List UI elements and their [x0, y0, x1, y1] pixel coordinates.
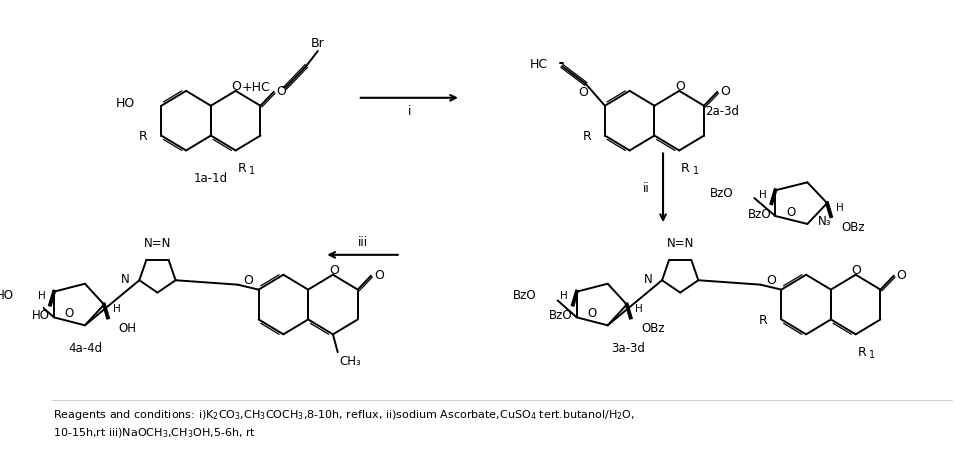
Text: O: O	[766, 273, 776, 287]
Text: HO: HO	[116, 97, 135, 110]
Text: OBz: OBz	[842, 220, 865, 233]
Text: N=N: N=N	[143, 237, 171, 250]
Text: BzO: BzO	[748, 207, 771, 220]
Text: H: H	[113, 303, 120, 313]
Text: N: N	[644, 272, 653, 285]
Text: 10-15h,rt iii)NaOCH$_3$,CH$_3$OH,5-6h, rt: 10-15h,rt iii)NaOCH$_3$,CH$_3$OH,5-6h, r…	[53, 425, 255, 439]
Text: N=N: N=N	[666, 237, 694, 250]
Text: 1a-1d: 1a-1d	[194, 172, 228, 184]
Text: BzO: BzO	[710, 186, 734, 199]
Text: 1: 1	[869, 349, 875, 359]
Text: O: O	[587, 306, 597, 319]
Text: OH: OH	[118, 321, 137, 334]
Text: BzO: BzO	[513, 288, 536, 301]
Text: R: R	[681, 162, 690, 174]
Text: O: O	[787, 205, 796, 218]
Text: O: O	[720, 85, 730, 98]
Text: O: O	[675, 80, 685, 93]
Text: R: R	[140, 130, 148, 143]
Text: O: O	[578, 86, 587, 99]
Text: N₃: N₃	[818, 215, 831, 228]
Text: R: R	[858, 345, 867, 358]
Text: 2a-3d: 2a-3d	[705, 105, 740, 118]
Text: O: O	[65, 306, 74, 319]
Text: R: R	[759, 313, 768, 326]
Text: +HC: +HC	[242, 81, 270, 94]
Text: O: O	[897, 268, 906, 282]
Text: O: O	[244, 273, 253, 287]
Text: R: R	[238, 162, 247, 174]
Text: N: N	[121, 272, 130, 285]
Text: O: O	[374, 268, 383, 282]
Text: Br: Br	[311, 36, 325, 50]
Text: O: O	[232, 80, 242, 93]
Text: HC: HC	[530, 57, 548, 71]
Text: H: H	[560, 290, 568, 300]
Text: HO: HO	[0, 288, 13, 301]
Text: H: H	[636, 303, 643, 313]
Text: H: H	[836, 202, 844, 212]
Text: Reagents and conditions: i)K$_2$CO$_3$,CH$_3$COCH$_3$,8-10h, reflux, ii)sodium A: Reagents and conditions: i)K$_2$CO$_3$,C…	[53, 407, 635, 421]
Text: OBz: OBz	[641, 321, 664, 334]
Text: 1: 1	[692, 166, 699, 176]
Text: H: H	[759, 190, 767, 200]
Text: iii: iii	[357, 236, 368, 249]
Text: 3a-3d: 3a-3d	[611, 341, 644, 354]
Text: O: O	[851, 263, 862, 277]
Text: H: H	[38, 290, 45, 300]
Text: R: R	[583, 130, 591, 143]
Text: BzO: BzO	[549, 308, 573, 321]
Text: O: O	[276, 85, 286, 98]
Text: O: O	[329, 263, 339, 277]
Text: 1: 1	[249, 166, 255, 176]
Text: CH₃: CH₃	[339, 354, 361, 367]
Text: ii: ii	[642, 182, 649, 195]
Text: i: i	[407, 105, 411, 118]
Text: HO: HO	[32, 308, 50, 321]
Text: 4a-4d: 4a-4d	[69, 341, 103, 354]
